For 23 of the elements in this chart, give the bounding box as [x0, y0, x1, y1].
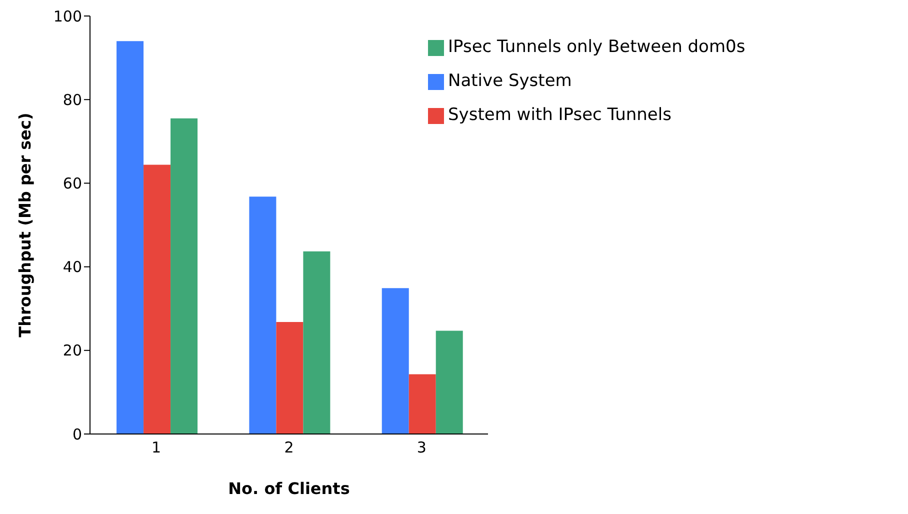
legend-label: IPsec Tunnels only Between dom0s [448, 37, 746, 57]
legend-label: Native System [448, 71, 572, 91]
legend-label: System with IPsec Tunnels [448, 105, 672, 125]
y-tick-label: 100 [53, 7, 82, 26]
bar [116, 41, 144, 434]
y-axis-title: Throughput (Mb per sec) [16, 112, 35, 338]
bar [303, 251, 330, 434]
bar [170, 118, 198, 434]
y-tick-label: 60 [62, 174, 82, 193]
bar [276, 322, 304, 434]
x-axis-title: No. of Clients [228, 479, 350, 498]
y-tick-label: 20 [62, 342, 82, 360]
bar [408, 374, 436, 434]
bar [144, 164, 171, 434]
x-tick-label: 2 [284, 438, 294, 457]
y-tick-label: 80 [62, 90, 82, 109]
bar [436, 330, 463, 434]
y-tick-label: 40 [62, 258, 82, 276]
y-tick-label: 0 [72, 425, 82, 444]
x-tick-label: 3 [416, 438, 426, 457]
bar [382, 288, 409, 434]
x-tick-label: 1 [152, 438, 162, 457]
bar [249, 196, 276, 434]
